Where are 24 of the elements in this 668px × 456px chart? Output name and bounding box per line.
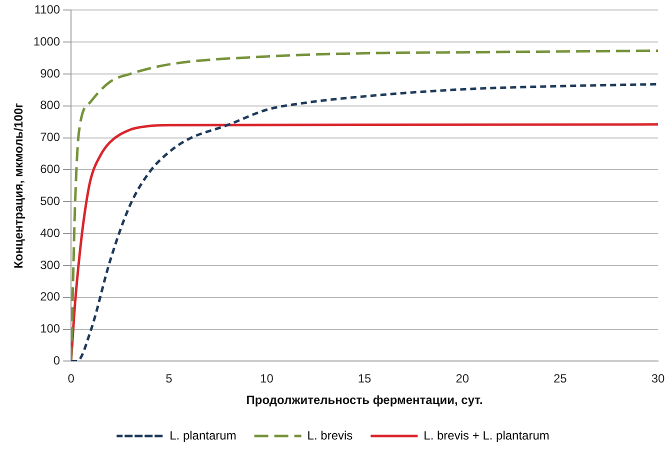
y-tick-label: 900: [40, 66, 60, 80]
x-tick-label: 10: [260, 372, 274, 386]
x-tick-label: 30: [651, 372, 665, 386]
y-tick-label: 400: [40, 226, 60, 240]
y-tick-label: 1000: [33, 34, 60, 48]
x-tick-label: 5: [166, 372, 173, 386]
x-axis-title: Продолжительность ферментации, сут.: [246, 393, 483, 408]
x-tick-label: 25: [554, 372, 568, 386]
y-axis-title: Концентрация, мкмоль/100г: [12, 102, 26, 268]
y-tick-label: 0: [53, 354, 60, 368]
y-tick-label: 200: [40, 290, 60, 304]
y-tick-label: 700: [40, 130, 60, 144]
y-tick-label: 600: [40, 162, 60, 176]
y-tick-label: 300: [40, 258, 60, 272]
x-tick-label: 0: [68, 372, 75, 386]
y-tick-label: 800: [40, 98, 60, 112]
y-tick-label: 500: [40, 194, 60, 208]
y-tick-label: 1100: [34, 2, 60, 17]
legend-label: L. brevis: [307, 428, 353, 442]
legend-label: L. plantarum: [170, 428, 236, 442]
x-tick-label: 20: [456, 372, 470, 386]
x-tick-label: 15: [358, 372, 372, 386]
legend-label: L. brevis + L. plantarum: [424, 428, 550, 442]
y-tick-label: 100: [40, 322, 60, 336]
